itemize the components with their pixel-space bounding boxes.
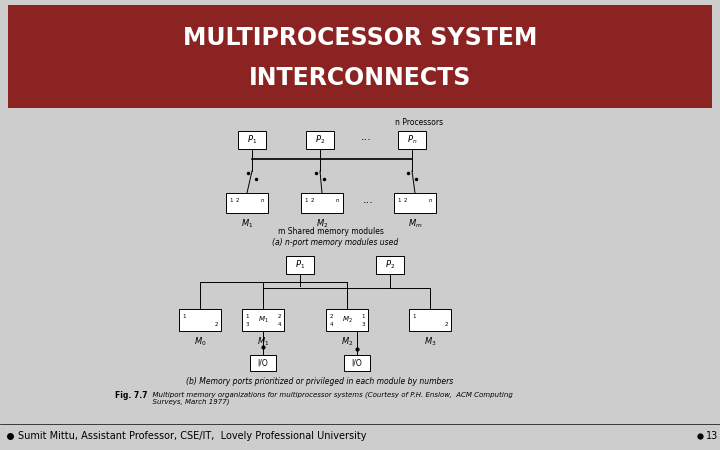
Text: $M_1$: $M_1$	[257, 336, 269, 348]
Text: 13: 13	[706, 431, 719, 441]
Text: 3: 3	[361, 321, 365, 327]
Text: (a) n-port memory modules used: (a) n-port memory modules used	[272, 238, 398, 247]
FancyBboxPatch shape	[301, 193, 343, 213]
FancyBboxPatch shape	[409, 309, 451, 331]
Text: $M_2$: $M_2$	[316, 218, 328, 230]
Text: n: n	[428, 198, 432, 203]
FancyBboxPatch shape	[238, 131, 266, 149]
FancyBboxPatch shape	[398, 131, 426, 149]
Text: $M_0$: $M_0$	[194, 336, 206, 348]
Text: 3: 3	[246, 321, 248, 327]
Text: Sumit Mittu, Assistant Professor, CSE/IT,  Lovely Professional University: Sumit Mittu, Assistant Professor, CSE/IT…	[18, 431, 366, 441]
Text: Fig. 7.7: Fig. 7.7	[115, 391, 148, 400]
Text: 2: 2	[215, 321, 217, 327]
Text: 2: 2	[444, 321, 448, 327]
Text: m Shared memory modules: m Shared memory modules	[278, 227, 384, 236]
Text: 2: 2	[403, 198, 407, 203]
Text: n: n	[336, 198, 338, 203]
FancyBboxPatch shape	[226, 193, 268, 213]
Text: 4: 4	[277, 321, 281, 327]
Text: $P_2$: $P_2$	[315, 134, 325, 146]
Text: 2: 2	[235, 198, 239, 203]
Text: 2: 2	[329, 314, 333, 319]
Text: 1: 1	[305, 198, 307, 203]
Text: $P_1$: $P_1$	[295, 259, 305, 271]
Text: 1: 1	[361, 314, 365, 319]
Text: $M_m$: $M_m$	[408, 218, 422, 230]
Text: I/O: I/O	[351, 359, 362, 368]
Text: 4: 4	[329, 321, 333, 327]
FancyBboxPatch shape	[286, 256, 314, 274]
Text: 1: 1	[182, 314, 186, 319]
Text: $M_3$: $M_3$	[424, 336, 436, 348]
FancyBboxPatch shape	[250, 355, 276, 371]
Text: $P_2$: $P_2$	[385, 259, 395, 271]
Text: I/O: I/O	[258, 359, 269, 368]
Text: 2: 2	[277, 314, 281, 319]
Text: n Processors: n Processors	[395, 118, 443, 127]
FancyBboxPatch shape	[376, 256, 404, 274]
Text: (b) Memory ports prioritized or privileged in each module by numbers: (b) Memory ports prioritized or privileg…	[186, 377, 454, 386]
Text: INTERCONNECTS: INTERCONNECTS	[249, 66, 471, 90]
Text: ···: ···	[361, 135, 372, 145]
Text: ···: ···	[363, 198, 374, 208]
FancyBboxPatch shape	[394, 193, 436, 213]
Text: $P_1$: $P_1$	[247, 134, 257, 146]
Text: Multiport memory organizations for multiprocessor systems (Courtesy of P.H. Ensl: Multiport memory organizations for multi…	[148, 391, 513, 405]
Text: 1: 1	[397, 198, 401, 203]
FancyBboxPatch shape	[326, 309, 368, 331]
FancyBboxPatch shape	[344, 355, 370, 371]
FancyBboxPatch shape	[242, 309, 284, 331]
Text: MULTIPROCESSOR SYSTEM: MULTIPROCESSOR SYSTEM	[183, 26, 537, 50]
Text: 2: 2	[310, 198, 314, 203]
FancyBboxPatch shape	[306, 131, 334, 149]
FancyBboxPatch shape	[179, 309, 221, 331]
Text: 1: 1	[229, 198, 233, 203]
Text: $M_1$: $M_1$	[240, 218, 253, 230]
Text: $M_2$: $M_2$	[342, 315, 352, 325]
Text: $P_n$: $P_n$	[407, 134, 417, 146]
Text: 1: 1	[413, 314, 415, 319]
Text: n: n	[260, 198, 264, 203]
FancyBboxPatch shape	[8, 5, 712, 108]
Text: 1: 1	[246, 314, 248, 319]
Text: $M_2$: $M_2$	[341, 336, 354, 348]
Text: $M_1$: $M_1$	[258, 315, 269, 325]
